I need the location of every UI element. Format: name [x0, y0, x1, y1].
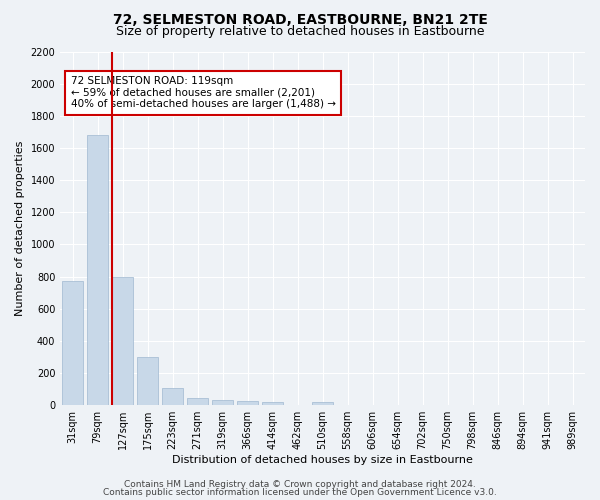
Text: Size of property relative to detached houses in Eastbourne: Size of property relative to detached ho… [116, 25, 484, 38]
Bar [237, 401, 258, 405]
Text: 72, SELMESTON ROAD, EASTBOURNE, BN21 2TE: 72, SELMESTON ROAD, EASTBOURNE, BN21 2TE [113, 12, 487, 26]
Bar [262, 402, 283, 405]
Bar [87, 135, 108, 405]
Bar [312, 402, 333, 405]
Bar [112, 276, 133, 405]
Text: Contains HM Land Registry data © Crown copyright and database right 2024.: Contains HM Land Registry data © Crown c… [124, 480, 476, 489]
Y-axis label: Number of detached properties: Number of detached properties [15, 140, 25, 316]
Bar [162, 388, 183, 405]
Text: 72 SELMESTON ROAD: 119sqm
← 59% of detached houses are smaller (2,201)
40% of se: 72 SELMESTON ROAD: 119sqm ← 59% of detac… [71, 76, 335, 110]
Text: Contains public sector information licensed under the Open Government Licence v3: Contains public sector information licen… [103, 488, 497, 497]
X-axis label: Distribution of detached houses by size in Eastbourne: Distribution of detached houses by size … [172, 455, 473, 465]
Bar [62, 282, 83, 405]
Bar [187, 398, 208, 405]
Bar [137, 357, 158, 405]
Bar [212, 400, 233, 405]
